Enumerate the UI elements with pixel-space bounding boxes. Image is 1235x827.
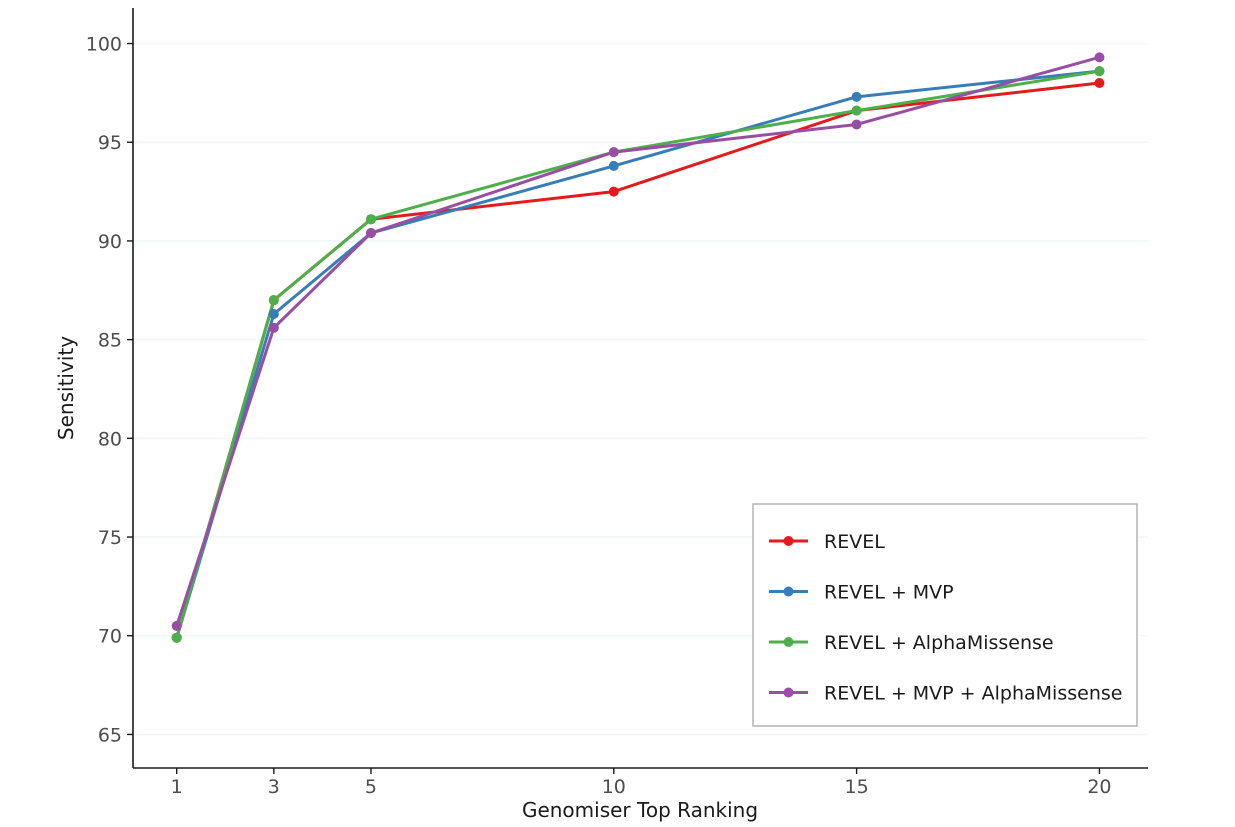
x-axis-title: Genomiser Top Ranking [522,798,758,822]
x-tick-label: 20 [1087,776,1111,798]
data-point [851,105,862,116]
y-tick-label: 70 [98,626,122,648]
y-axis-ticks: 65 70 75 80 85 90 95 100 [86,34,133,746]
data-point [268,308,279,319]
legend-key-point [783,536,794,546]
y-tick-label: 75 [98,527,122,549]
x-tick-label: 5 [365,776,377,798]
data-point [365,228,376,239]
data-point [608,186,619,197]
legend-label: REVEL + MVP + AlphaMissense [824,683,1122,705]
y-tick-label: 65 [98,724,122,746]
series-points [171,52,1105,643]
x-tick-label: 1 [171,776,183,798]
data-point [608,147,619,158]
y-tick-label: 95 [98,132,122,154]
legend-item: REVEL [769,531,885,553]
legend-item: REVEL + MVP [769,582,954,604]
data-point [1094,52,1105,63]
y-gridlines [133,42,1148,736]
legend-box [752,503,1138,727]
series-line-3 [175,55,1101,628]
legend-key-point [783,637,794,647]
y-tick-label: 80 [98,428,122,450]
legend-label: REVEL + MVP [824,582,954,604]
y-tick-label: 85 [98,330,122,352]
data-point [268,295,279,306]
legend: REVEL REVEL + MVP REVEL + AlphaMissense REV… [752,503,1138,727]
data-point [365,214,376,225]
legend-item: REVEL + MVP + AlphaMissense [769,683,1122,705]
data-point [171,632,182,643]
y-axis-title: Sensitivity [54,336,78,440]
legend-key-point [783,586,794,597]
data-point [1094,66,1105,77]
x-tick-label: 10 [602,776,626,798]
series-lines [175,55,1101,640]
series-line-2 [175,69,1101,640]
series-line-1 [175,69,1101,640]
x-tick-label: 15 [845,776,869,798]
data-point [1094,78,1105,89]
legend-key-point [783,687,794,698]
data-point [268,322,279,333]
legend-item: REVEL + AlphaMissense [769,632,1054,654]
x-tick-label: 3 [268,776,280,798]
y-tick-label: 100 [86,34,122,56]
data-point [608,160,619,171]
y-tick-label: 90 [98,231,122,253]
x-axis-ticks: 1 3 5 10 15 20 [171,768,1112,798]
data-point [171,620,182,631]
legend-label: REVEL [824,531,885,553]
data-point [851,91,862,102]
data-point [851,119,862,130]
legend-label: REVEL + AlphaMissense [824,632,1054,654]
